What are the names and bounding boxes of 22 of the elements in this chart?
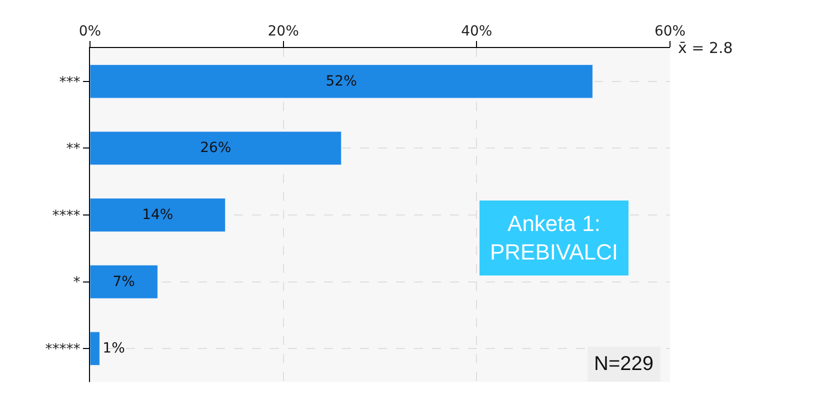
x-tick-label: 40%	[461, 23, 492, 40]
data-label: 14%	[142, 207, 174, 223]
bar	[90, 198, 226, 232]
x-tick-label: 0%	[78, 23, 102, 40]
data-label: 52%	[326, 73, 357, 90]
y-tick-label: *****	[45, 342, 80, 358]
x-tick-label: 20%	[268, 23, 299, 40]
bar	[90, 264, 158, 299]
bar	[90, 64, 593, 98]
annotation: N=229	[594, 353, 654, 375]
data-label: 26%	[200, 140, 232, 156]
bar	[90, 131, 342, 166]
bar	[90, 332, 100, 366]
text: x̄ = 2.8	[678, 39, 733, 57]
y-tick-label: *	[73, 274, 80, 291]
x-tick-label: 60%	[654, 23, 686, 40]
y-tick-label: **	[66, 141, 80, 158]
data-label: 7%	[112, 274, 135, 290]
y-tick-label: ***	[59, 74, 80, 90]
y-tick-label: ****	[52, 208, 80, 224]
annotation: Anketa 1: PREBIVALCI	[490, 211, 618, 265]
data-label: 1%	[102, 340, 125, 357]
